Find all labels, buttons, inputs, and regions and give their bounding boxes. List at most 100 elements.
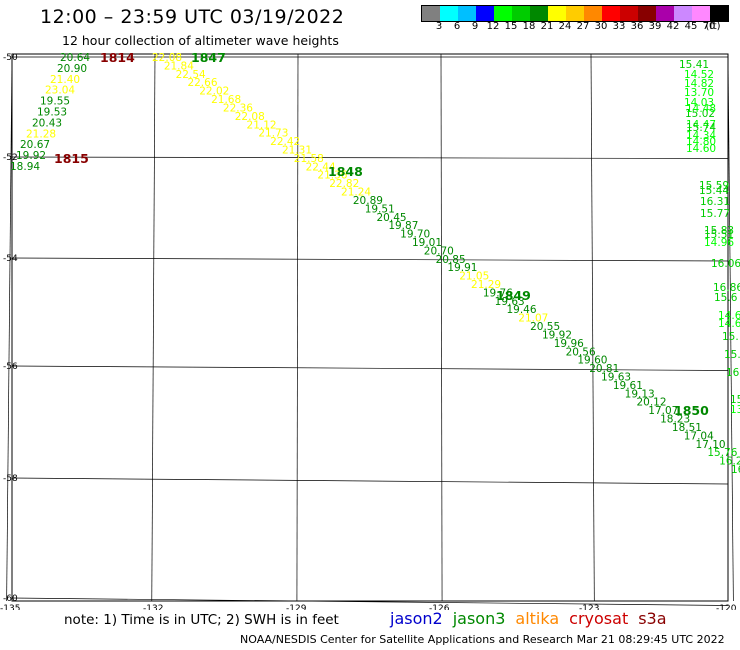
wave-height-value: 20.55 [530, 321, 560, 333]
longitude-label: -126 [429, 604, 450, 610]
wave-height-value: 22.82 [329, 178, 359, 190]
gridlines [6, 53, 734, 606]
wave-height-value: 21.24 [341, 187, 371, 199]
wave-height-value: 15.02 [685, 108, 715, 120]
wave-height-value: 22.44 [306, 161, 336, 173]
colorbar-label: 36 [630, 21, 644, 32]
wave-height-value: 20.56 [566, 346, 596, 358]
wave-height-value: 14.96 [704, 237, 734, 249]
wave-height-value: 19.63 [495, 296, 525, 308]
colorbar-swatch [710, 6, 728, 21]
colorbar-swatch [440, 6, 458, 21]
wave-height-value: 15.59 [699, 180, 729, 192]
colorbar-label: 21 [540, 21, 554, 32]
colorbar-label: 6 [453, 21, 461, 32]
colorbar-swatch [656, 6, 674, 21]
pass-number-label: 1850 [674, 403, 709, 418]
colorbar-label: 9 [471, 21, 479, 32]
map-frame [11, 53, 729, 602]
wave-height-value: 22.54 [176, 69, 206, 81]
wave-height-value: 21.29 [471, 279, 501, 291]
wave-height-value: 20.81 [589, 363, 619, 375]
colorbar-swatch [584, 6, 602, 21]
wave-height-value: 19.76 [483, 287, 513, 299]
colorbar-label: (ft) [705, 21, 721, 32]
wave-height-value: 20.45 [377, 212, 407, 224]
wave-height-value: 20.67 [20, 139, 50, 151]
colorbar-label: 39 [648, 21, 662, 32]
wave-height-value: 23.04 [45, 85, 75, 97]
wave-height-value: 19.91 [447, 262, 477, 274]
wave-height-map: -50 -52 -54 -56 -58 -60-135 -132 -129 -126 -123 -1… [0, 50, 740, 610]
colorbar-label: 18 [522, 21, 536, 32]
pass-number-label: 1849 [496, 288, 531, 303]
colorbar-label: 33 [612, 21, 626, 32]
colorbar-swatch [512, 6, 530, 21]
colorbar-label: 42 [666, 21, 680, 32]
longitude-label: -135 [0, 604, 20, 610]
wave-height-value: 16.86 [713, 282, 740, 294]
colorbar-swatch [566, 6, 584, 21]
wave-height-value: 16.22 [719, 456, 740, 468]
latitude-label: -52 [3, 153, 18, 163]
wave-height-value: 19.92 [542, 329, 572, 341]
wave-height-value: 17.07 [648, 405, 678, 417]
colorbar-swatch [494, 6, 512, 21]
longitude-label: -123 [579, 604, 599, 610]
wave-height-value: 22.66 [187, 77, 217, 89]
wave-height-value: 18.23 [660, 414, 690, 426]
wave-height-value: 22.08 [152, 52, 182, 64]
colorbar-label: 45 [684, 21, 698, 32]
wave-height-value: 19.51 [365, 203, 395, 215]
wave-height-value: 20.43 [32, 117, 62, 129]
wave-height-value: 14.03 [684, 97, 714, 109]
wave-height-value: 19.87 [388, 220, 418, 232]
legend-jason2: jason2 [390, 609, 443, 628]
wave-height-value: 15. [724, 349, 740, 361]
wave-height-value: 21.73 [258, 128, 288, 140]
wave-height-value: 15.83 [704, 225, 734, 237]
latitude-label: -56 [3, 362, 18, 372]
latitude-label: -50 [3, 53, 18, 63]
wave-height-value: 22.08 [235, 111, 265, 123]
satellite-tracks: 20.6420.9021.4023.0419.5519.5320.4321.28… [10, 52, 740, 476]
wave-height-value: 13 [730, 404, 740, 416]
colorbar-label: 24 [558, 21, 572, 32]
longitude-gridline [151, 53, 156, 602]
wave-height-value: 18.94 [10, 161, 40, 173]
legend-jason3: jason3 [452, 609, 506, 628]
colorbar-label: 70 [702, 21, 716, 32]
latitude-label: -60 [3, 594, 18, 604]
wave-height-value: 14.6 [718, 318, 740, 330]
colorbar-swatch [422, 6, 440, 21]
wave-height-value: 16. [731, 464, 740, 476]
wave-height-value: 15.51 [704, 229, 734, 241]
wave-height-value: 19.96 [554, 338, 584, 350]
wave-height-value: 19.92 [16, 150, 46, 162]
wave-height-value: 19.63 [601, 372, 631, 384]
wave-height-value: 13.70 [684, 87, 714, 99]
pass-labels: 1814 1815 1847 1848 1849 1850 [54, 50, 709, 418]
colorbar-swatch [602, 6, 620, 21]
colorbar-swatch [692, 6, 710, 21]
wave-height-value: 15.6 [714, 292, 738, 304]
latitude-gridline [11, 156, 729, 159]
wave-height-value: 14.34 [686, 130, 716, 142]
pass-number-label: 1847 [191, 50, 226, 65]
wave-height-value: 14.60 [686, 143, 716, 155]
colorbar-label: 30 [594, 21, 608, 32]
satellite-legend: jason2 jason3 altika cryosat s3a [390, 609, 667, 628]
wave-height-value: 19.46 [506, 304, 536, 316]
wave-height-value: 22.36 [223, 102, 253, 114]
longitude-gridline [6, 53, 13, 602]
latitude-gridline [11, 257, 729, 262]
axis-labels: -50 -52 -54 -56 -58 -60-135 -132 -129 -126 -123 -1… [0, 53, 737, 610]
note-text: note: 1) Time is in UTC; 2) SWH is in fe… [64, 612, 339, 628]
wave-height-value: 19.13 [625, 388, 655, 400]
wave-height-value: 16. [726, 367, 740, 379]
pass-number-label: 1814 [100, 50, 135, 65]
wave-height-value: 20.89 [353, 195, 383, 207]
wave-height-value: 22.02 [199, 86, 229, 98]
colorbar-label: 27 [576, 21, 590, 32]
longitude-label: -132 [143, 604, 163, 610]
